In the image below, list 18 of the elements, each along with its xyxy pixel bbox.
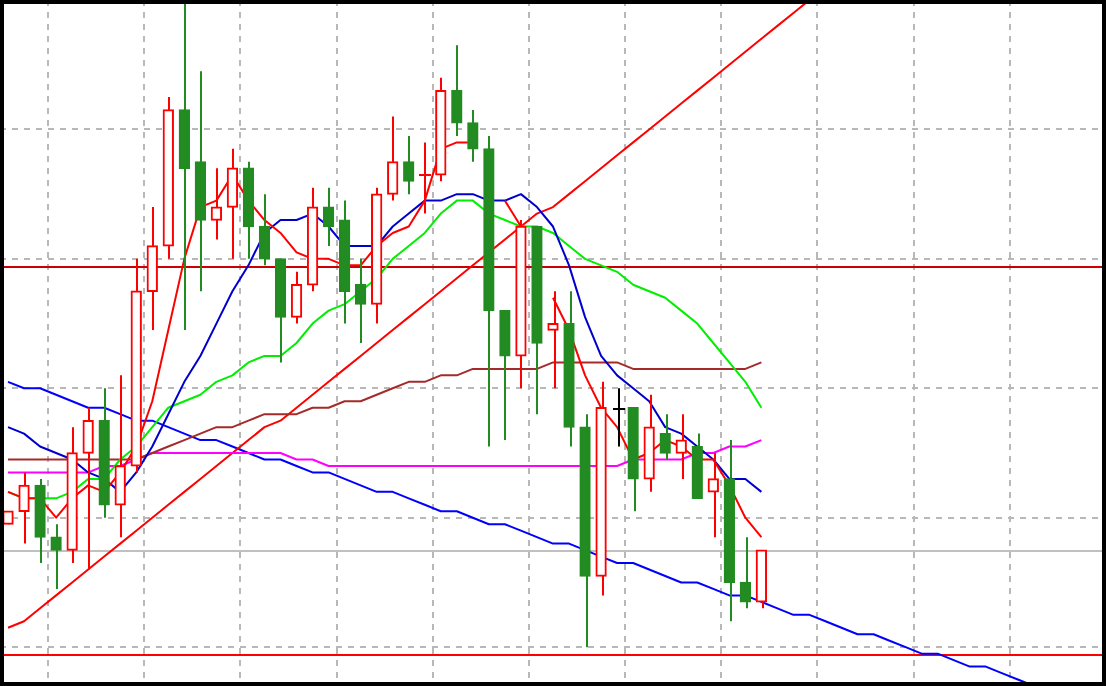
candlestick (451, 44, 463, 137)
candlestick (146, 206, 158, 332)
candlestick (403, 134, 415, 196)
candlestick (290, 270, 303, 325)
candlestick (322, 186, 335, 247)
candlestick (612, 387, 626, 448)
candlestick (547, 290, 559, 390)
candlestick (354, 257, 367, 344)
candlestick (387, 115, 399, 202)
candlestick (50, 523, 62, 590)
candlestick (499, 309, 511, 442)
candlestick (467, 109, 479, 163)
candlestick (675, 413, 687, 480)
candlestick (739, 536, 752, 610)
candlestick (210, 167, 223, 241)
candlestick (226, 147, 239, 260)
candlestick (659, 413, 671, 461)
candlestick (258, 193, 271, 267)
